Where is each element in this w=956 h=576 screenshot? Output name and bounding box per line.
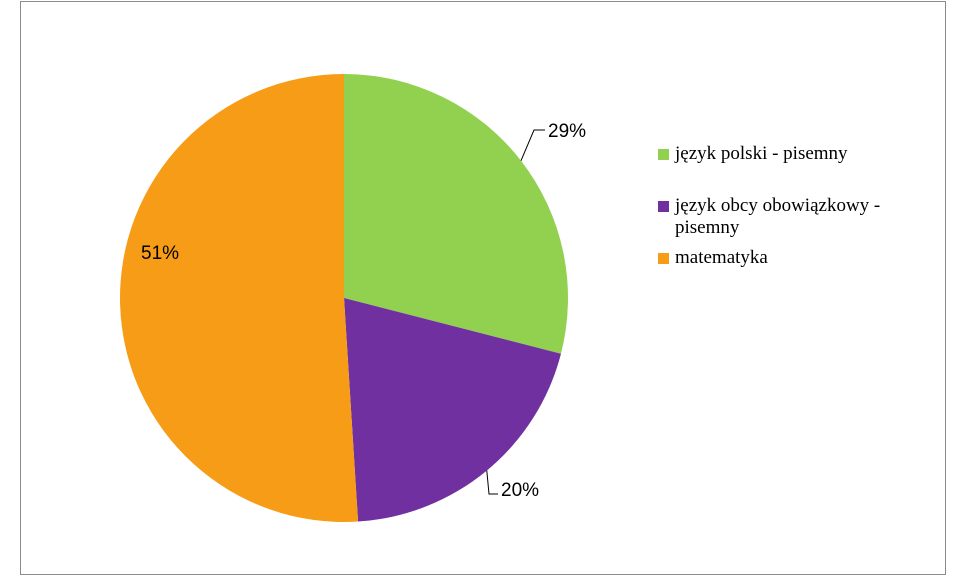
legend: język polski - pisemny język obcy obowią…: [655, 143, 945, 269]
legend-swatch-jezyk-polski: [658, 149, 669, 160]
pie-slice-jezyk-obcy: [344, 298, 561, 522]
legend-label-jezyk-obcy-line2: pisemny: [675, 217, 740, 238]
legend-label-jezyk-obcy-line1: język obcy obowiązkowy -: [675, 195, 881, 216]
leader-line-jezyk-obcy: [486, 470, 498, 495]
pie-slice-jezyk-polski: [344, 74, 568, 354]
pie-chart: 29% 20% 51%: [120, 74, 586, 522]
legend-swatch-matematyka: [658, 253, 669, 264]
data-label-jezyk-polski: 29%: [548, 121, 586, 142]
legend-item-jezyk-obcy: język obcy obowiązkowy - pisemny: [655, 195, 945, 239]
legend-item-jezyk-polski: język polski - pisemny: [655, 143, 945, 165]
data-label-matematyka: 51%: [141, 243, 179, 264]
legend-swatch-jezyk-obcy: [658, 201, 669, 212]
legend-item-matematyka: matematyka: [655, 247, 945, 269]
data-label-jezyk-obcy: 20%: [501, 480, 539, 501]
leader-line-jezyk-polski: [520, 129, 545, 161]
pie-slice-matematyka: [120, 74, 359, 522]
legend-label-jezyk-polski: język polski - pisemny: [675, 143, 848, 164]
legend-label-matematyka: matematyka: [675, 247, 768, 268]
chart-frame: 29% 20% 51%: [20, 1, 946, 575]
